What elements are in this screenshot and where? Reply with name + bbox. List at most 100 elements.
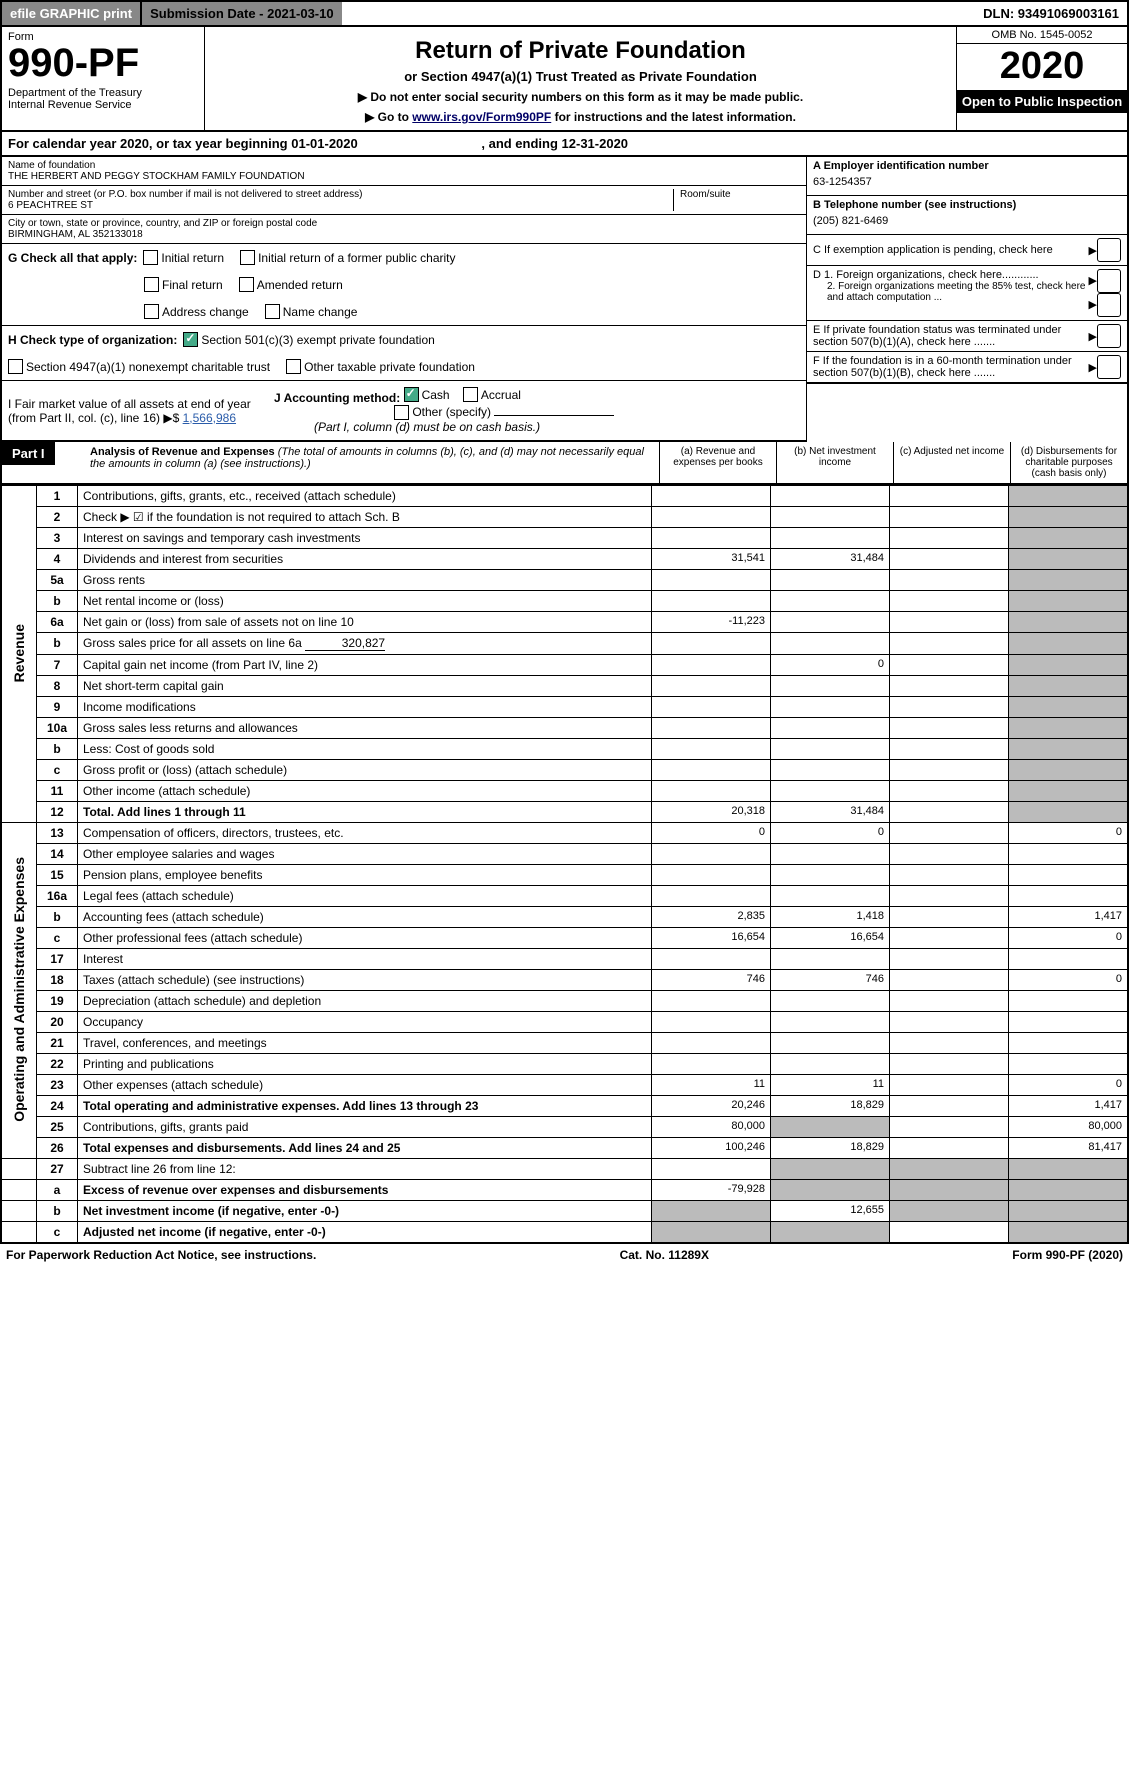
line-desc: Other income (attach schedule) — [78, 781, 652, 802]
col-d — [1009, 802, 1129, 823]
line-num: 3 — [37, 528, 78, 549]
col-b — [771, 781, 890, 802]
col-d — [1009, 549, 1129, 570]
dept-label: Department of the Treasury Internal Reve… — [8, 87, 198, 111]
part1-table: Revenue 1 Contributions, gifts, grants, … — [0, 485, 1129, 1244]
name-change-checkbox[interactable] — [265, 304, 280, 319]
col-b: 31,484 — [771, 802, 890, 823]
line-num: c — [37, 760, 78, 781]
col-a: 31,541 — [652, 549, 771, 570]
c-label: C If exemption application is pending, c… — [813, 244, 1089, 256]
c-checkbox[interactable] — [1097, 238, 1121, 262]
addr-label: Number and street (or P.O. box number if… — [8, 189, 673, 200]
part1-title: Analysis of Revenue and Expenses — [90, 446, 275, 458]
col-b: 0 — [771, 655, 890, 676]
note-link: ▶ Go to www.irs.gov/Form990PF for instru… — [211, 110, 950, 124]
tel-label: B Telephone number (see instructions) — [813, 199, 1016, 211]
col-c — [890, 528, 1009, 549]
line-num: 2 — [37, 507, 78, 528]
line-num: 8 — [37, 676, 78, 697]
col-c — [890, 507, 1009, 528]
tel-value: (205) 821-6469 — [813, 211, 1121, 231]
col-a — [652, 591, 771, 612]
col-d — [1009, 570, 1129, 591]
line-num: 6a — [37, 612, 78, 633]
col-b — [771, 760, 890, 781]
col-a — [652, 676, 771, 697]
col-c — [890, 676, 1009, 697]
part1-label: Part I — [2, 442, 55, 465]
initial-return-checkbox[interactable] — [143, 250, 158, 265]
expenses-side: Operating and Administrative Expenses — [1, 823, 37, 1159]
cash-checkbox[interactable] — [404, 387, 419, 402]
line-desc: Capital gain net income (from Part IV, l… — [78, 655, 652, 676]
page-footer: For Paperwork Reduction Act Notice, see … — [0, 1244, 1129, 1266]
col-b — [771, 507, 890, 528]
col-d — [1009, 612, 1129, 633]
col-c-header: (c) Adjusted net income — [893, 442, 1010, 483]
501c3-checkbox[interactable] — [183, 332, 198, 347]
form-header: Form 990-PF Department of the Treasury I… — [0, 27, 1129, 132]
col-c — [890, 633, 1009, 655]
fmv-link[interactable]: 1,566,986 — [183, 411, 236, 425]
initial-former-checkbox[interactable] — [240, 250, 255, 265]
calendar-year-row: For calendar year 2020, or tax year begi… — [0, 132, 1129, 157]
ij-row: I Fair market value of all assets at end… — [2, 381, 806, 442]
col-d — [1009, 591, 1129, 612]
line-num: b — [37, 591, 78, 612]
efile-button[interactable]: efile GRAPHIC print — [2, 2, 142, 25]
d1-checkbox[interactable] — [1097, 269, 1121, 293]
col-c — [890, 612, 1009, 633]
col-a — [652, 655, 771, 676]
address-change-checkbox[interactable] — [144, 304, 159, 319]
irs-link[interactable]: www.irs.gov/Form990PF — [412, 110, 551, 124]
street-address: 6 PEACHTREE ST — [8, 200, 673, 211]
col-a-header: (a) Revenue and expenses per books — [659, 442, 776, 483]
line-desc: Gross sales less returns and allowances — [78, 718, 652, 739]
part1-header: Part I Analysis of Revenue and Expenses … — [0, 442, 1129, 485]
submission-date: Submission Date - 2021-03-10 — [142, 2, 342, 25]
top-bar: efile GRAPHIC print Submission Date - 20… — [0, 0, 1129, 27]
foundation-name: THE HERBERT AND PEGGY STOCKHAM FAMILY FO… — [8, 171, 800, 182]
form-ref: Form 990-PF (2020) — [1012, 1248, 1123, 1262]
line-num: b — [37, 633, 78, 655]
col-b — [771, 739, 890, 760]
col-d — [1009, 528, 1129, 549]
final-return-checkbox[interactable] — [144, 277, 159, 292]
amended-return-checkbox[interactable] — [239, 277, 254, 292]
other-taxable-checkbox[interactable] — [286, 359, 301, 374]
info-block: Name of foundation THE HERBERT AND PEGGY… — [0, 157, 1129, 442]
tax-year: 2020 — [957, 44, 1127, 90]
f-checkbox[interactable] — [1097, 355, 1121, 379]
name-label: Name of foundation — [8, 160, 800, 171]
col-a — [652, 507, 771, 528]
line-num: 9 — [37, 697, 78, 718]
col-a — [652, 781, 771, 802]
col-d — [1009, 760, 1129, 781]
open-public: Open to Public Inspection — [957, 90, 1127, 113]
col-d — [1009, 676, 1129, 697]
line-desc: Dividends and interest from securities — [78, 549, 652, 570]
col-c — [890, 781, 1009, 802]
other-method-checkbox[interactable] — [394, 405, 409, 420]
col-d — [1009, 633, 1129, 655]
line-num: 5a — [37, 570, 78, 591]
e-label: E If private foundation status was termi… — [813, 324, 1089, 348]
col-b — [771, 612, 890, 633]
accrual-checkbox[interactable] — [463, 387, 478, 402]
line-desc: Gross sales price for all assets on line… — [78, 633, 652, 655]
line-desc: Less: Cost of goods sold — [78, 739, 652, 760]
4947a1-checkbox[interactable] — [8, 359, 23, 374]
col-c — [890, 697, 1009, 718]
line-desc: Net rental income or (loss) — [78, 591, 652, 612]
e-checkbox[interactable] — [1097, 324, 1121, 348]
cat-no: Cat. No. 11289X — [620, 1248, 709, 1262]
col-b — [771, 697, 890, 718]
col-c — [890, 739, 1009, 760]
col-a — [652, 739, 771, 760]
col-a — [652, 760, 771, 781]
d2-checkbox[interactable] — [1097, 293, 1121, 317]
col-b: 31,484 — [771, 549, 890, 570]
form-subtitle: or Section 4947(a)(1) Trust Treated as P… — [211, 69, 950, 84]
col-d — [1009, 718, 1129, 739]
